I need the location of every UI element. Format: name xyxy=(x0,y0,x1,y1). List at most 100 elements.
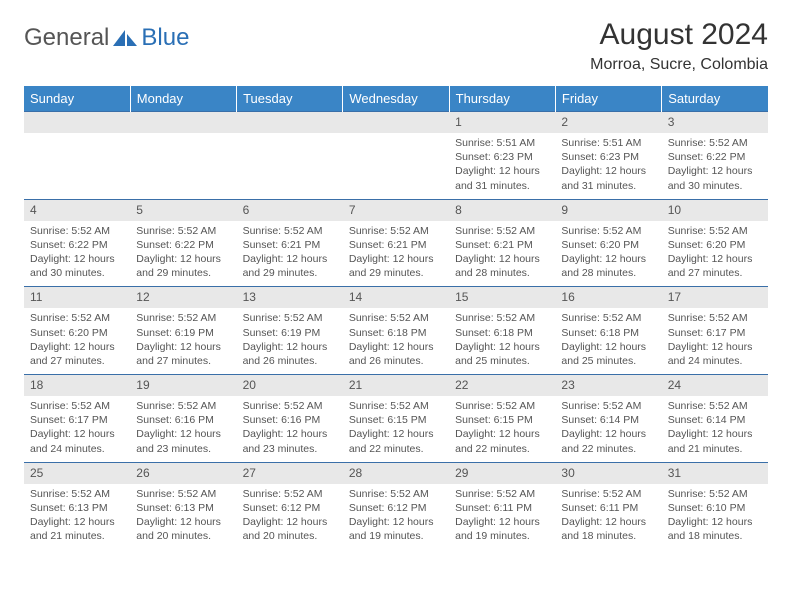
day-number-cell: 30 xyxy=(555,462,661,484)
day-detail-row: Sunrise: 5:52 AMSunset: 6:13 PMDaylight:… xyxy=(24,484,768,550)
daylight-line: Daylight: 12 hours and 18 minutes. xyxy=(561,515,655,543)
sunrise-line: Sunrise: 5:52 AM xyxy=(561,487,655,501)
sunset-line: Sunset: 6:11 PM xyxy=(455,501,549,515)
day-number-cell xyxy=(130,112,236,134)
day-detail-row: Sunrise: 5:52 AMSunset: 6:22 PMDaylight:… xyxy=(24,221,768,287)
daylight-line: Daylight: 12 hours and 23 minutes. xyxy=(136,427,230,455)
sunrise-line: Sunrise: 5:52 AM xyxy=(455,487,549,501)
day-detail-cell: Sunrise: 5:52 AMSunset: 6:18 PMDaylight:… xyxy=(555,308,661,374)
logo-word-1: General xyxy=(24,24,109,52)
sunset-line: Sunset: 6:18 PM xyxy=(561,326,655,340)
calendar-table: SundayMondayTuesdayWednesdayThursdayFrid… xyxy=(24,86,768,549)
sunset-line: Sunset: 6:20 PM xyxy=(668,238,762,252)
day-detail-cell: Sunrise: 5:52 AMSunset: 6:13 PMDaylight:… xyxy=(24,484,130,550)
daylight-line: Daylight: 12 hours and 29 minutes. xyxy=(349,252,443,280)
header: General Blue August 2024 Morroa, Sucre, … xyxy=(24,18,768,74)
day-number-cell: 24 xyxy=(662,375,768,397)
sunrise-line: Sunrise: 5:52 AM xyxy=(668,224,762,238)
daylight-line: Daylight: 12 hours and 27 minutes. xyxy=(136,340,230,368)
daylight-line: Daylight: 12 hours and 28 minutes. xyxy=(455,252,549,280)
day-detail-cell xyxy=(237,133,343,199)
day-detail-cell: Sunrise: 5:52 AMSunset: 6:20 PMDaylight:… xyxy=(662,221,768,287)
sunset-line: Sunset: 6:10 PM xyxy=(668,501,762,515)
sunset-line: Sunset: 6:22 PM xyxy=(668,150,762,164)
weekday-header: Tuesday xyxy=(237,86,343,112)
day-detail-cell: Sunrise: 5:52 AMSunset: 6:20 PMDaylight:… xyxy=(24,308,130,374)
sunrise-line: Sunrise: 5:52 AM xyxy=(136,487,230,501)
logo: General Blue xyxy=(24,18,189,52)
sunrise-line: Sunrise: 5:52 AM xyxy=(243,399,337,413)
sunrise-line: Sunrise: 5:52 AM xyxy=(561,399,655,413)
sunset-line: Sunset: 6:18 PM xyxy=(455,326,549,340)
sunset-line: Sunset: 6:21 PM xyxy=(243,238,337,252)
day-detail-cell: Sunrise: 5:52 AMSunset: 6:14 PMDaylight:… xyxy=(555,396,661,462)
day-detail-cell: Sunrise: 5:52 AMSunset: 6:16 PMDaylight:… xyxy=(237,396,343,462)
day-number-cell: 15 xyxy=(449,287,555,309)
daylight-line: Daylight: 12 hours and 20 minutes. xyxy=(136,515,230,543)
sunrise-line: Sunrise: 5:52 AM xyxy=(136,224,230,238)
daylight-line: Daylight: 12 hours and 20 minutes. xyxy=(243,515,337,543)
day-number-cell: 19 xyxy=(130,375,236,397)
day-number-cell: 11 xyxy=(24,287,130,309)
day-detail-cell: Sunrise: 5:52 AMSunset: 6:11 PMDaylight:… xyxy=(555,484,661,550)
sunrise-line: Sunrise: 5:52 AM xyxy=(30,399,124,413)
daylight-line: Daylight: 12 hours and 29 minutes. xyxy=(243,252,337,280)
day-number-cell xyxy=(343,112,449,134)
sunset-line: Sunset: 6:16 PM xyxy=(136,413,230,427)
day-detail-cell: Sunrise: 5:52 AMSunset: 6:16 PMDaylight:… xyxy=(130,396,236,462)
day-detail-cell: Sunrise: 5:52 AMSunset: 6:17 PMDaylight:… xyxy=(24,396,130,462)
sunset-line: Sunset: 6:21 PM xyxy=(455,238,549,252)
daylight-line: Daylight: 12 hours and 31 minutes. xyxy=(561,164,655,192)
day-number-cell: 28 xyxy=(343,462,449,484)
day-detail-cell: Sunrise: 5:51 AMSunset: 6:23 PMDaylight:… xyxy=(449,133,555,199)
sunrise-line: Sunrise: 5:52 AM xyxy=(561,224,655,238)
day-number-cell: 7 xyxy=(343,199,449,221)
daylight-line: Daylight: 12 hours and 29 minutes. xyxy=(136,252,230,280)
day-number-cell: 22 xyxy=(449,375,555,397)
day-detail-cell: Sunrise: 5:52 AMSunset: 6:18 PMDaylight:… xyxy=(449,308,555,374)
sunrise-line: Sunrise: 5:52 AM xyxy=(136,399,230,413)
sunrise-line: Sunrise: 5:52 AM xyxy=(455,399,549,413)
sunrise-line: Sunrise: 5:52 AM xyxy=(243,224,337,238)
day-detail-cell: Sunrise: 5:52 AMSunset: 6:10 PMDaylight:… xyxy=(662,484,768,550)
day-detail-cell: Sunrise: 5:52 AMSunset: 6:13 PMDaylight:… xyxy=(130,484,236,550)
sunrise-line: Sunrise: 5:51 AM xyxy=(455,136,549,150)
day-number-cell xyxy=(237,112,343,134)
weekday-header: Monday xyxy=(130,86,236,112)
sunset-line: Sunset: 6:19 PM xyxy=(243,326,337,340)
day-number-cell: 13 xyxy=(237,287,343,309)
daylight-line: Daylight: 12 hours and 21 minutes. xyxy=(30,515,124,543)
sunset-line: Sunset: 6:22 PM xyxy=(30,238,124,252)
daylight-line: Daylight: 12 hours and 25 minutes. xyxy=(561,340,655,368)
sunset-line: Sunset: 6:11 PM xyxy=(561,501,655,515)
daylight-line: Daylight: 12 hours and 31 minutes. xyxy=(455,164,549,192)
day-detail-cell: Sunrise: 5:51 AMSunset: 6:23 PMDaylight:… xyxy=(555,133,661,199)
sunrise-line: Sunrise: 5:52 AM xyxy=(668,136,762,150)
day-detail-cell: Sunrise: 5:52 AMSunset: 6:15 PMDaylight:… xyxy=(343,396,449,462)
logo-word-2: Blue xyxy=(141,24,189,52)
day-detail-cell: Sunrise: 5:52 AMSunset: 6:14 PMDaylight:… xyxy=(662,396,768,462)
sunrise-line: Sunrise: 5:52 AM xyxy=(668,487,762,501)
day-number-row: 45678910 xyxy=(24,199,768,221)
sunset-line: Sunset: 6:15 PM xyxy=(349,413,443,427)
day-detail-cell: Sunrise: 5:52 AMSunset: 6:21 PMDaylight:… xyxy=(343,221,449,287)
day-number-cell: 17 xyxy=(662,287,768,309)
day-detail-cell: Sunrise: 5:52 AMSunset: 6:15 PMDaylight:… xyxy=(449,396,555,462)
sunrise-line: Sunrise: 5:52 AM xyxy=(243,311,337,325)
day-number-cell: 26 xyxy=(130,462,236,484)
day-number-cell: 27 xyxy=(237,462,343,484)
month-title: August 2024 xyxy=(590,18,768,52)
day-number-cell: 25 xyxy=(24,462,130,484)
sunrise-line: Sunrise: 5:52 AM xyxy=(30,224,124,238)
weekday-header: Saturday xyxy=(662,86,768,112)
day-number-cell: 9 xyxy=(555,199,661,221)
sunrise-line: Sunrise: 5:52 AM xyxy=(349,311,443,325)
day-detail-cell: Sunrise: 5:52 AMSunset: 6:19 PMDaylight:… xyxy=(130,308,236,374)
sunrise-line: Sunrise: 5:52 AM xyxy=(30,311,124,325)
day-number-cell: 31 xyxy=(662,462,768,484)
location: Morroa, Sucre, Colombia xyxy=(590,56,768,74)
sunrise-line: Sunrise: 5:52 AM xyxy=(30,487,124,501)
day-detail-row: Sunrise: 5:51 AMSunset: 6:23 PMDaylight:… xyxy=(24,133,768,199)
sunrise-line: Sunrise: 5:52 AM xyxy=(349,224,443,238)
daylight-line: Daylight: 12 hours and 18 minutes. xyxy=(668,515,762,543)
